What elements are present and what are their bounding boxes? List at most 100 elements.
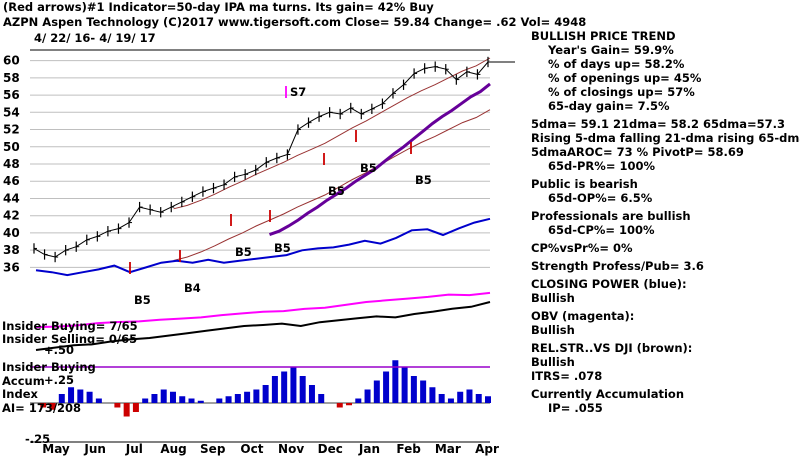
accum-bar: [179, 396, 186, 403]
accum-bar: [86, 391, 93, 403]
signal-label: B5: [415, 173, 432, 187]
panel-line: Bullish: [531, 355, 575, 369]
accum-bar: [336, 403, 343, 408]
panel-line: CLOSING POWER (blue):: [531, 277, 687, 291]
y-tick-label: 54: [3, 105, 20, 119]
panel-line: Currently Accumulation: [531, 387, 684, 401]
accum-bar: [132, 403, 139, 412]
panel-line: Strength Profess/Pub= 3.6: [531, 259, 704, 273]
y-tick-label: 60: [3, 54, 20, 68]
accum-label: Accum: [2, 374, 45, 388]
panel-line: BULLISH PRICE TREND: [531, 29, 676, 43]
minus25-label: -.25: [25, 432, 50, 446]
y-tick-label: 40: [3, 226, 20, 240]
panel-line: Rising 5-dma falling 21-dma rising 65-dm…: [531, 131, 800, 145]
panel-line: 65d-PR%= 100%: [548, 159, 655, 173]
month-label: Feb: [396, 442, 421, 456]
signal-label: S7: [290, 85, 306, 99]
signal-label: B5: [134, 293, 151, 307]
month-label: Aug: [160, 442, 186, 456]
signal-label: B5: [274, 241, 291, 255]
month-label: May: [42, 442, 70, 456]
insider-selling-label: Insider Selling= 0/65: [2, 332, 137, 346]
accum-bar: [114, 403, 121, 408]
month-label: Dec: [318, 442, 343, 456]
accum-bar: [466, 389, 473, 403]
accum-bar: [169, 391, 176, 403]
accum-bar: [346, 403, 353, 406]
accum-bar: [188, 398, 195, 403]
ai-label: AI= 173/208: [2, 401, 81, 415]
accum-bar: [271, 376, 278, 403]
index-label: Index: [2, 387, 38, 401]
accum-bar: [475, 394, 482, 403]
month-label: Nov: [278, 442, 304, 456]
month-label: Jan: [358, 442, 380, 456]
month-label: Mar: [435, 442, 461, 456]
accum-bar: [253, 389, 260, 403]
signal-arrows: S7 B5 B5 B5 B5 B5 B5 B4: [129, 85, 432, 307]
accumulation-histogram: [30, 360, 491, 417]
panel-line: 5dmaAROC= 73 % PivotP= 58.69: [531, 145, 744, 159]
y-tick-label: 56: [3, 88, 20, 102]
price-bars: [33, 56, 491, 263]
panel-line: ITRS= .078: [531, 369, 602, 383]
panel-line: % of openings up= 45%: [548, 71, 702, 85]
accum-bar: [262, 385, 269, 403]
price-close-line: [33, 61, 489, 258]
accum-bar: [290, 367, 297, 403]
y-tick-label: 46: [3, 174, 20, 188]
month-label: Oct: [240, 442, 263, 456]
panel-line: % of days up= 58.2%: [548, 57, 685, 71]
accum-bar: [197, 400, 204, 403]
lower-band-line: [173, 109, 491, 261]
accum-bar: [142, 398, 149, 403]
panel-line: Bullish: [531, 323, 575, 337]
y-tick-label: 38: [3, 243, 20, 257]
accum-bar: [373, 380, 380, 403]
panel-line: REL.STR..VS DJI (brown):: [531, 341, 692, 355]
y-tick-label: 44: [3, 191, 20, 205]
insider-buying-mid-label: Insider Buying: [2, 360, 96, 374]
panel-line: % of closings up= 57%: [548, 85, 695, 99]
accum-bar: [49, 403, 56, 410]
panel-line: 65-day gain= 7.5%: [548, 99, 670, 113]
panel-line: CP%vsPr%= 0%: [531, 241, 633, 255]
accum-bar: [410, 376, 417, 403]
accum-bar: [216, 398, 223, 403]
y-tick-label: 52: [3, 123, 20, 137]
accum-bar: [234, 394, 241, 403]
panel-line: Public is bearish: [531, 177, 638, 191]
signal-label: B5: [360, 161, 377, 175]
signal-label: B4: [184, 281, 201, 295]
accum-bar: [383, 371, 390, 403]
closing-power-line: [35, 217, 491, 277]
accum-bar: [485, 396, 491, 403]
indicator-title: (Red arrows)#1 Indicator=50-day IPA ma t…: [3, 0, 434, 14]
obv-line: [35, 291, 491, 329]
upper-band-line: [173, 57, 491, 210]
y-tick-label: 48: [3, 157, 20, 171]
relative-strength-line: [35, 301, 491, 351]
accum-bar: [77, 389, 84, 403]
panel-line: Year's Gain= 59.9%: [547, 43, 674, 57]
plus50-label: +.50: [44, 343, 74, 357]
x-axis-labels: May Jun Jul Aug Sep Oct Nov Dec Jan Feb Mar Apr: [42, 442, 499, 456]
accum-bar: [438, 394, 445, 403]
signal-label: B5: [328, 184, 345, 198]
accum-bar: [364, 389, 371, 403]
accum-bar: [123, 403, 130, 417]
panel-line: IP= .055: [548, 401, 603, 415]
accum-bar: [95, 398, 102, 403]
month-label: Apr: [475, 442, 499, 456]
month-label: Jul: [125, 442, 143, 456]
accum-bar: [308, 385, 315, 403]
ma65-line: [268, 82, 491, 237]
signal-label: B5: [235, 245, 252, 259]
accum-bar: [355, 398, 362, 403]
accum-bar: [420, 380, 427, 403]
accum-bar: [281, 371, 288, 403]
month-label: Jun: [83, 442, 106, 456]
